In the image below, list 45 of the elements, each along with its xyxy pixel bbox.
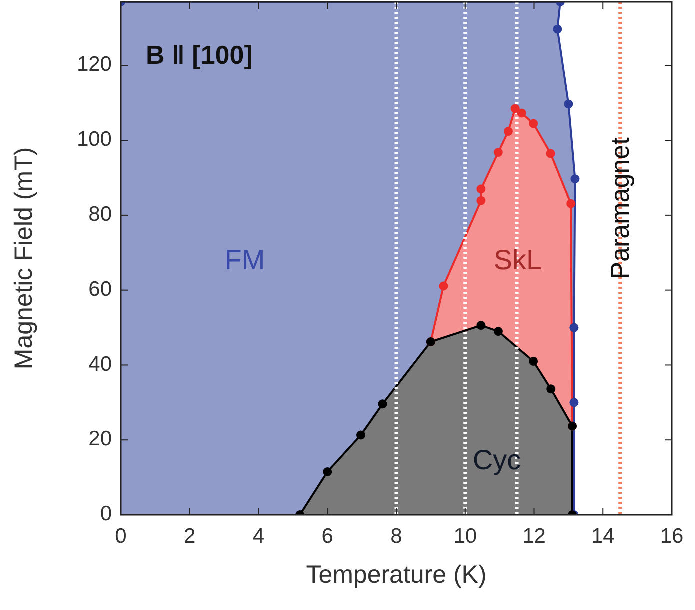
point: [504, 127, 513, 136]
point: [476, 321, 486, 330]
point: [323, 467, 332, 476]
y-tick-label: 0: [100, 502, 112, 526]
x-tick-label: 0: [115, 525, 127, 548]
y-tick-label: 100: [76, 128, 112, 152]
x-tick-label: 10: [454, 525, 478, 548]
annotation: SkL: [494, 244, 542, 276]
point: [494, 148, 503, 158]
x-tick-label: 4: [252, 525, 265, 548]
point: [378, 400, 388, 409]
point: [546, 149, 556, 158]
y-tick-label: 40: [88, 352, 112, 376]
x-tick-label: 8: [390, 525, 402, 548]
annotation: Cyc: [472, 444, 522, 476]
y-axis-title: Magnetic Field (mT): [10, 147, 38, 370]
point: [553, 24, 562, 34]
y-tick-label: 60: [88, 278, 112, 301]
x-axis-title: Temperature (K): [306, 561, 487, 589]
point: [356, 430, 366, 440]
y-tick-label: 120: [76, 53, 112, 76]
point: [570, 398, 579, 408]
x-tick-label: 6: [322, 525, 334, 548]
point: [546, 384, 556, 394]
point: [517, 108, 526, 118]
x-tick-label: 16: [660, 525, 684, 548]
y-tick-label: 80: [88, 202, 112, 226]
point: [570, 323, 579, 332]
point: [510, 104, 520, 114]
x-tick-label: 2: [184, 525, 196, 548]
point: [529, 119, 538, 128]
point: [476, 184, 486, 194]
point: [439, 282, 448, 291]
x-tick-label: 12: [522, 525, 546, 548]
y-tick-label: 20: [88, 428, 112, 451]
annotation: B ‖ [100]: [146, 40, 253, 70]
point: [494, 327, 503, 336]
point: [529, 356, 538, 366]
point: [566, 199, 576, 208]
annotation: FM: [224, 244, 266, 276]
point: [564, 100, 574, 109]
x-tick-label: 14: [591, 525, 616, 548]
ref-line-label: Paramagnet: [605, 136, 636, 280]
point: [570, 174, 580, 184]
point: [476, 196, 486, 206]
